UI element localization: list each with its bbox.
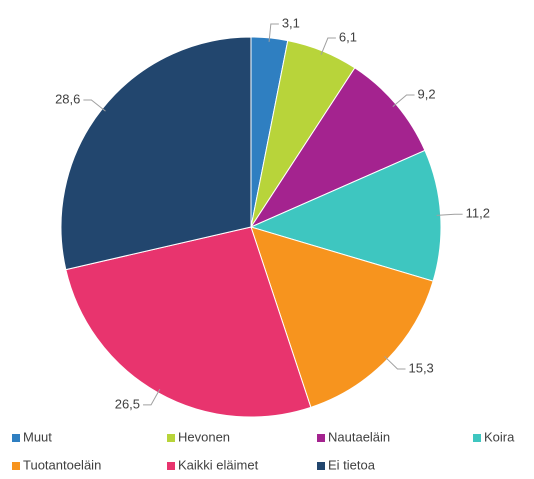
leader-line — [436, 213, 463, 216]
data-label: 6,1 — [339, 29, 357, 44]
legend-swatch — [167, 462, 175, 470]
data-label: 26,5 — [115, 396, 140, 411]
leader-line — [143, 388, 161, 406]
legend-label: Koira — [484, 429, 515, 444]
leader-line — [384, 356, 406, 370]
legend-swatch — [473, 434, 481, 442]
legend-label: Ei tietoa — [328, 457, 376, 472]
leader-line — [83, 99, 106, 112]
legend-swatch — [12, 462, 20, 470]
data-label: 3,1 — [282, 15, 300, 30]
legend-swatch — [12, 434, 20, 442]
data-label: 11,2 — [466, 206, 490, 221]
legend-label: Hevonen — [178, 429, 230, 444]
legend-swatch — [317, 462, 325, 470]
leader-line — [392, 94, 415, 108]
legend-label: Nautaeläin — [328, 429, 390, 444]
data-label: 15,3 — [408, 360, 433, 375]
legend-swatch — [167, 434, 175, 442]
legend-swatch — [317, 434, 325, 442]
legend-label: Kaikki eläimet — [178, 457, 259, 472]
data-label: 9,2 — [418, 86, 436, 101]
legend-label: Muut — [23, 429, 52, 444]
leader-line — [268, 23, 279, 42]
leader-line — [320, 37, 336, 55]
legend-label: Tuotantoeläin — [23, 457, 101, 472]
data-label: 28,6 — [55, 91, 80, 106]
